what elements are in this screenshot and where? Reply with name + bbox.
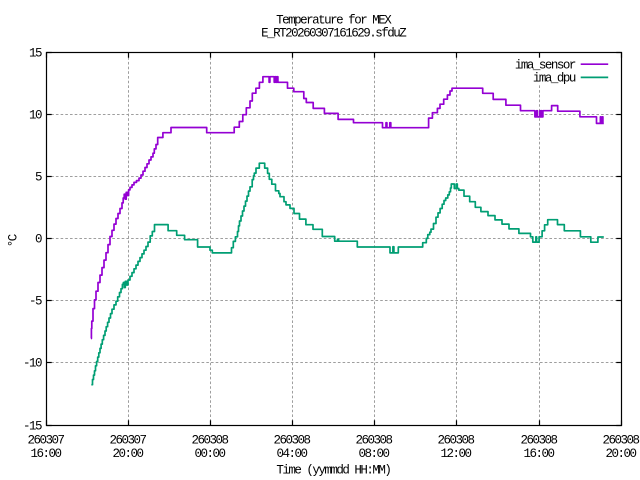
svg-text:260308: 260308 <box>437 434 474 448</box>
svg-text:00:00: 00:00 <box>194 447 225 461</box>
svg-text:10: 10 <box>29 109 42 123</box>
svg-text:ima_sensor: ima_sensor <box>515 58 576 72</box>
svg-text:15: 15 <box>29 47 42 61</box>
svg-text:16:00: 16:00 <box>30 447 61 461</box>
svg-text:260307: 260307 <box>27 434 64 448</box>
svg-text:260308: 260308 <box>191 434 228 448</box>
svg-text:E_RT20260307161629.sfduZ: E_RT20260307161629.sfduZ <box>261 26 407 40</box>
svg-text:ima_dpu: ima_dpu <box>533 72 576 86</box>
svg-text:16:00: 16:00 <box>523 447 554 461</box>
svg-text:Time (yymmdd HH:MM): Time (yymmdd HH:MM) <box>276 463 390 477</box>
svg-text:260308: 260308 <box>273 434 310 448</box>
svg-text:5: 5 <box>35 171 42 185</box>
svg-text:°C: °C <box>7 234 21 247</box>
svg-text:Temperature for MEX: Temperature for MEX <box>276 14 392 28</box>
svg-text:12:00: 12:00 <box>440 447 471 461</box>
svg-text:-5: -5 <box>29 295 42 309</box>
svg-text:08:00: 08:00 <box>358 447 389 461</box>
svg-text:260308: 260308 <box>602 434 639 448</box>
svg-text:04:00: 04:00 <box>276 447 307 461</box>
svg-text:-10: -10 <box>23 357 42 371</box>
svg-text:20:00: 20:00 <box>112 447 143 461</box>
svg-text:20:00: 20:00 <box>605 447 636 461</box>
svg-text:0: 0 <box>35 233 42 247</box>
svg-text:260307: 260307 <box>109 434 146 448</box>
svg-text:-15: -15 <box>23 420 42 434</box>
svg-text:260308: 260308 <box>355 434 392 448</box>
svg-text:260308: 260308 <box>520 434 557 448</box>
